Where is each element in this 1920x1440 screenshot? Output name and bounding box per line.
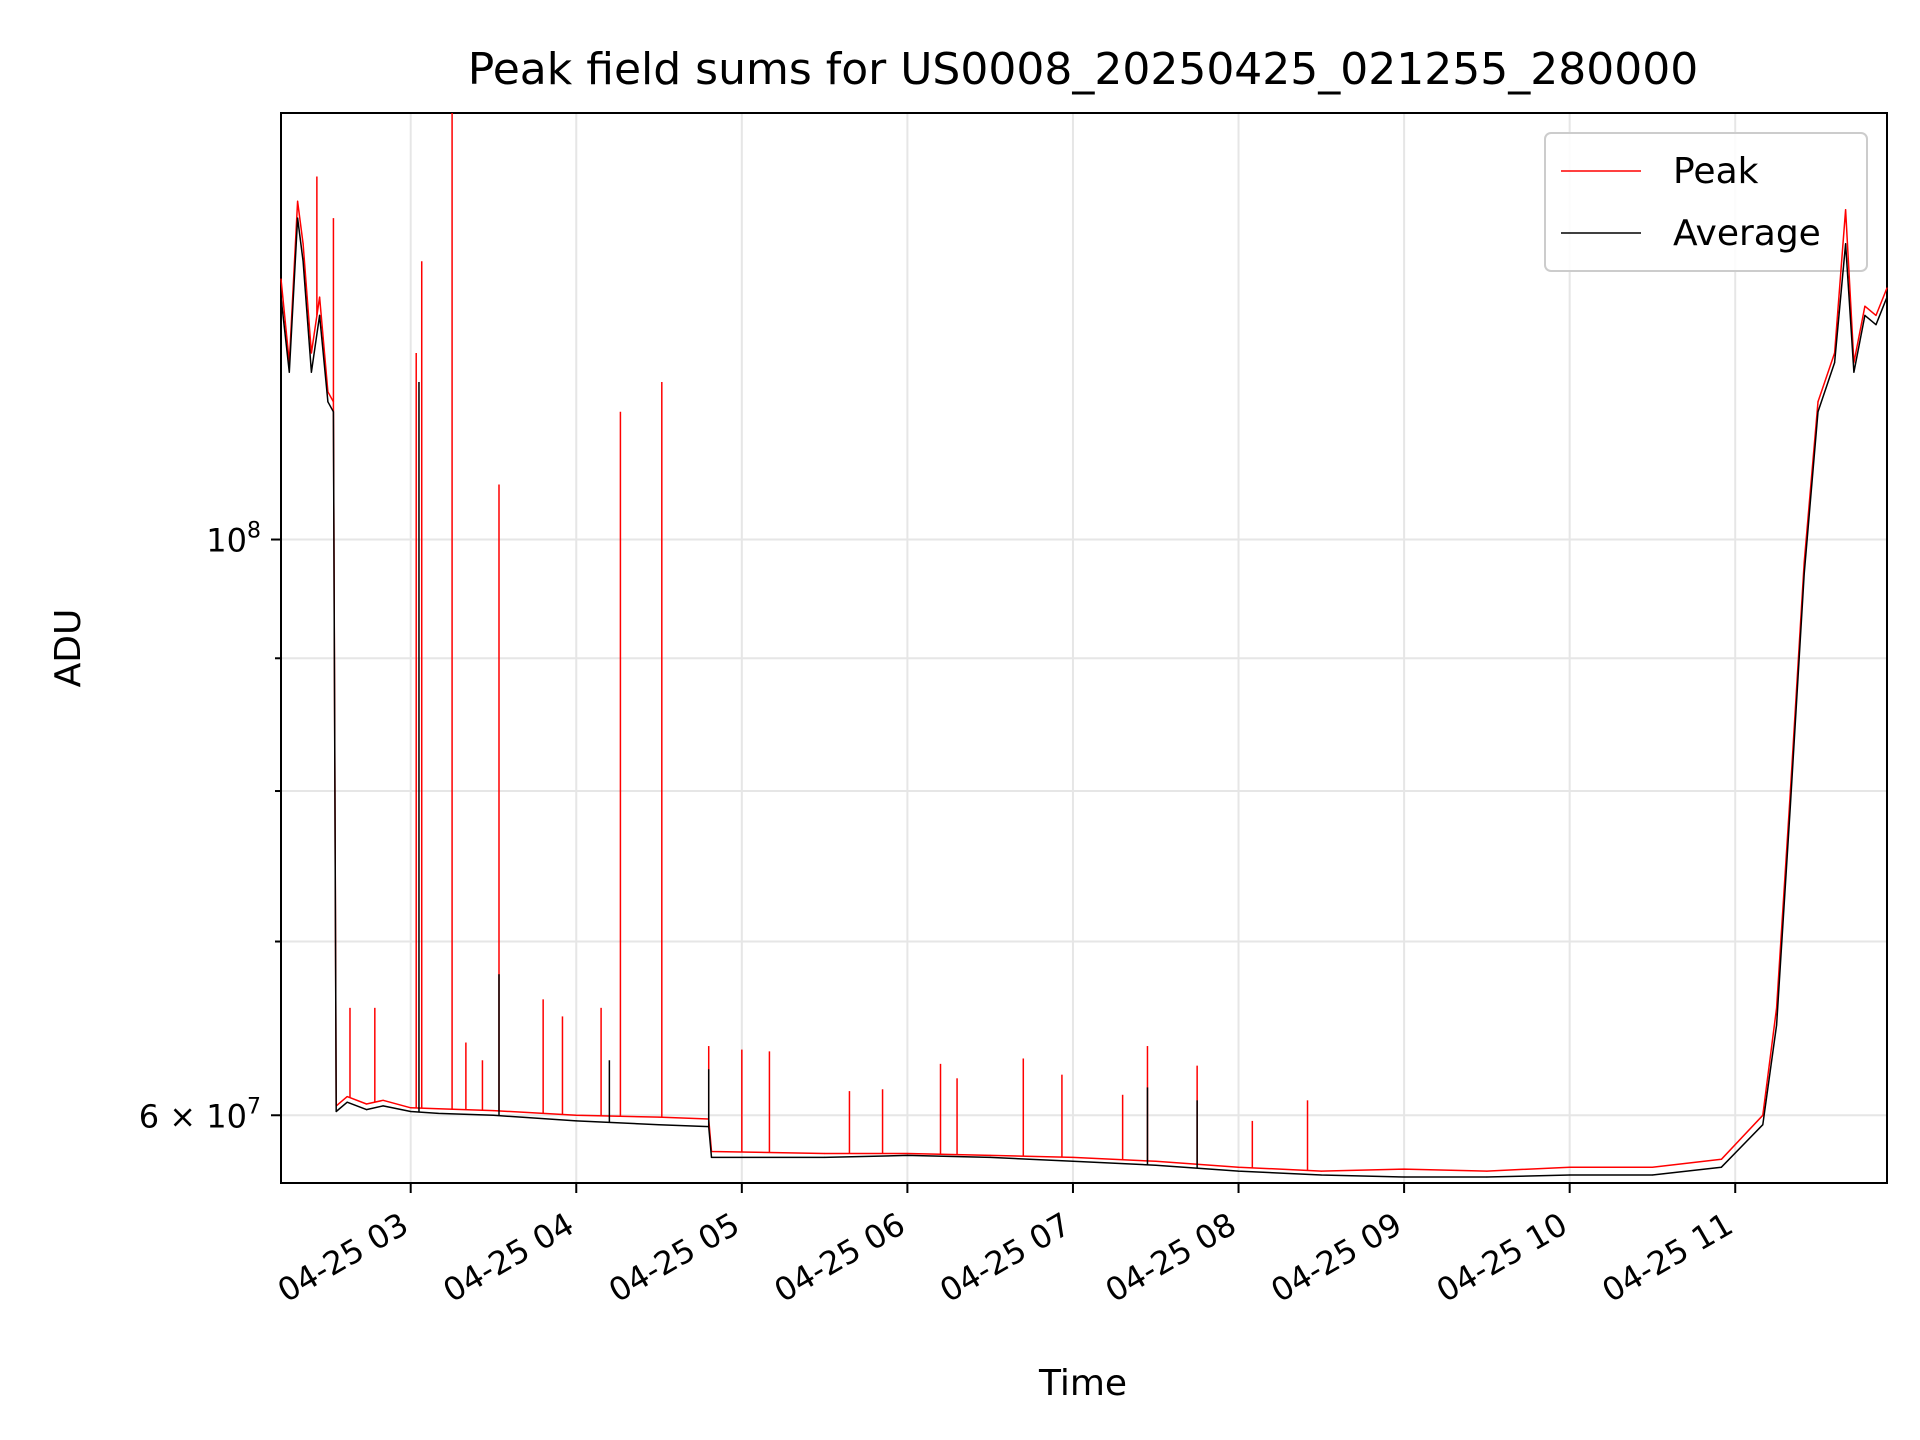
data-point bbox=[1853, 371, 1855, 373]
data-point bbox=[824, 1156, 826, 1158]
data-point bbox=[1886, 296, 1888, 298]
data-point bbox=[319, 296, 321, 298]
data-point bbox=[335, 1110, 337, 1113]
data-point bbox=[410, 1107, 412, 1109]
y-axis-label: ADU bbox=[48, 609, 89, 688]
data-point bbox=[989, 1154, 991, 1156]
data-point bbox=[1720, 1166, 1722, 1168]
data-point bbox=[319, 314, 321, 316]
data-point bbox=[1817, 401, 1819, 403]
data-point bbox=[824, 1152, 826, 1155]
data-point bbox=[310, 371, 312, 373]
data-point bbox=[1072, 1160, 1074, 1162]
data-point bbox=[1875, 314, 1877, 316]
data-point bbox=[1762, 1124, 1764, 1126]
data-point bbox=[327, 401, 329, 403]
data-point bbox=[302, 260, 304, 262]
data-point bbox=[332, 411, 334, 413]
data-point bbox=[365, 1109, 368, 1111]
data-point bbox=[492, 1110, 495, 1112]
data-point bbox=[989, 1156, 991, 1158]
data-point bbox=[1403, 1176, 1405, 1178]
data-point bbox=[437, 1112, 439, 1114]
data-point bbox=[1237, 1166, 1240, 1168]
data-point bbox=[1817, 411, 1819, 413]
data-point bbox=[658, 1124, 660, 1126]
data-point bbox=[288, 371, 290, 373]
data-point bbox=[1762, 1114, 1764, 1116]
data-point bbox=[1320, 1174, 1322, 1176]
grid bbox=[281, 113, 1887, 1183]
data-point bbox=[1789, 804, 1791, 806]
data-point bbox=[1651, 1174, 1653, 1176]
data-point bbox=[437, 1108, 439, 1110]
y-tick-base: 10 bbox=[206, 522, 247, 560]
data-point bbox=[1403, 1168, 1405, 1170]
data-point bbox=[346, 1101, 348, 1103]
y-tick-base: 6 × bbox=[139, 1097, 207, 1135]
data-point bbox=[346, 1096, 348, 1098]
data-point bbox=[710, 1156, 713, 1158]
legend-box bbox=[1544, 132, 1868, 272]
data-point bbox=[1845, 209, 1847, 211]
data-point bbox=[1803, 573, 1805, 575]
data-point bbox=[382, 1099, 384, 1101]
data-point bbox=[1155, 1164, 1157, 1166]
series-line bbox=[280, 200, 1888, 1172]
data-point bbox=[1864, 314, 1866, 316]
data-point bbox=[575, 1120, 577, 1122]
data-point bbox=[1569, 1166, 1571, 1168]
series-average bbox=[280, 217, 1888, 1178]
x-axis-label: Time bbox=[1038, 1363, 1127, 1404]
y-tick-exponent: 7 bbox=[247, 1094, 261, 1119]
data-point bbox=[906, 1152, 909, 1155]
data-point bbox=[1237, 1170, 1240, 1172]
y-tick-exponent: 8 bbox=[247, 519, 261, 544]
data-point bbox=[1875, 324, 1877, 326]
data-point bbox=[492, 1114, 495, 1116]
y-tick-base: 10 bbox=[206, 1097, 247, 1135]
data-point bbox=[1845, 243, 1847, 245]
data-point bbox=[1486, 1170, 1488, 1172]
chart-title: Peak field sums for US0008_20250425_0212… bbox=[468, 44, 1698, 95]
data-point bbox=[280, 296, 282, 298]
data-point bbox=[410, 1110, 412, 1113]
data-point bbox=[1651, 1166, 1653, 1168]
legend-label: Peak bbox=[1673, 151, 1759, 192]
data-point bbox=[280, 278, 282, 280]
data-point bbox=[906, 1154, 909, 1156]
series-peak bbox=[280, 113, 1888, 1172]
data-point bbox=[382, 1105, 384, 1107]
data-point bbox=[310, 352, 312, 354]
y-tick-label: 108 bbox=[206, 519, 261, 560]
y-tick-label: 6 × 107 bbox=[139, 1094, 261, 1135]
legend-label: Average bbox=[1673, 213, 1821, 254]
data-point bbox=[1569, 1174, 1571, 1176]
data-point bbox=[1155, 1160, 1157, 1162]
series-line bbox=[280, 217, 1888, 1178]
data-point bbox=[1320, 1170, 1322, 1172]
data-point bbox=[302, 243, 304, 245]
data-point bbox=[1072, 1156, 1074, 1158]
data-point bbox=[1776, 1007, 1778, 1009]
data-point bbox=[365, 1103, 368, 1105]
data-point bbox=[1720, 1158, 1722, 1160]
data-point bbox=[575, 1114, 577, 1116]
data-point bbox=[297, 217, 299, 219]
data-point bbox=[1834, 362, 1836, 364]
data-point bbox=[297, 200, 299, 202]
data-point bbox=[1864, 305, 1866, 307]
data-point bbox=[1486, 1176, 1488, 1178]
plot-frame bbox=[280, 112, 1888, 1184]
data-point bbox=[1776, 1024, 1778, 1026]
data-point bbox=[658, 1116, 660, 1118]
legend: Peak Average bbox=[1544, 132, 1868, 272]
data-point bbox=[1886, 287, 1888, 289]
